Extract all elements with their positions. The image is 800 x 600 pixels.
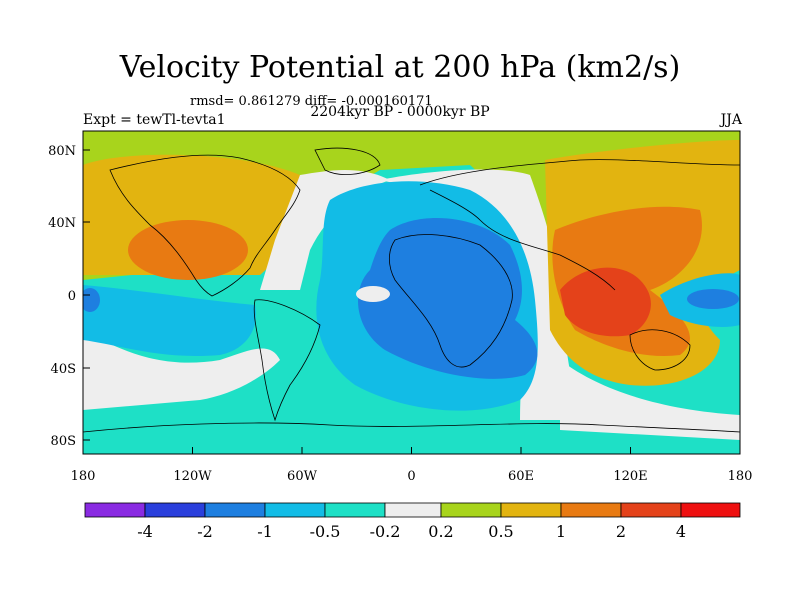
- colorbar-box: [620, 502, 682, 518]
- y-tick-label: 40S: [51, 362, 76, 377]
- x-axis: 180 120W 60W 0 60E 120E 180: [71, 447, 753, 484]
- colorbar-box: [384, 502, 442, 518]
- colorbar-label: -0.5: [310, 522, 341, 541]
- gray-atlantic-patch: [356, 286, 390, 302]
- coastline-antarctica: [83, 422, 740, 433]
- colorbar-label: 0.2: [428, 522, 453, 541]
- period-label: 2204kyr BP - 0000kyr BP: [310, 104, 490, 120]
- x-tick-label: 60E: [508, 469, 534, 484]
- gray-atlantic-band: [260, 170, 390, 290]
- colorbar-label: 2: [616, 522, 626, 541]
- contour-fields: [83, 131, 740, 454]
- y-tick-label: 80S: [51, 434, 76, 449]
- colorbar-label: -0.2: [370, 522, 401, 541]
- colorbar-box: [144, 502, 206, 518]
- season-label: JJA: [720, 112, 742, 128]
- colorbar-label: -4: [137, 522, 153, 541]
- y-axis: 80N 40N 0 40S 80S: [48, 144, 90, 449]
- colorbar-label: -2: [197, 522, 213, 541]
- x-tick-label: 0: [407, 469, 415, 484]
- colorbar-label: 0.5: [488, 522, 513, 541]
- colorbar-box: [324, 502, 386, 518]
- plot-title: Velocity Potential at 200 hPa (km2/s): [119, 50, 681, 85]
- colorbar-box: [680, 502, 741, 518]
- coastline-australia: [629, 329, 691, 371]
- experiment-label: Expt = tewTl-tevta1: [83, 112, 226, 128]
- colorbar-label: 1: [556, 522, 566, 541]
- blue-west-pacific-core: [83, 288, 100, 312]
- gray-south-indian-band: [560, 360, 740, 440]
- x-tick-label: 180: [728, 469, 753, 484]
- colorbar-box: [264, 502, 326, 518]
- colorbar-box: [440, 502, 502, 518]
- gray-southern-band: [83, 330, 280, 410]
- red-maritime-continent-core: [560, 267, 651, 337]
- coastline-north-america: [109, 154, 301, 297]
- light-blue-west-pacific-region: [83, 285, 256, 357]
- orange-east-pacific-core: [128, 220, 248, 280]
- colorbar-box: [560, 502, 622, 518]
- y-tick-label: 0: [68, 289, 76, 304]
- blue-africa-core: [358, 218, 538, 379]
- colorbar-box: [500, 502, 562, 518]
- colorbar: -4 -2 -1 -0.5 -0.2 0.2 0.5 1 2 4: [84, 502, 741, 541]
- x-tick-label: 60W: [287, 469, 318, 484]
- colorbar-box: [204, 502, 266, 518]
- coastline-africa: [388, 234, 513, 368]
- colorbar-label: -1: [257, 522, 273, 541]
- x-tick-label: 180: [71, 469, 96, 484]
- coastline-eurasia: [419, 159, 740, 291]
- rmsd-diff-stats: rmsd= 0.861279 diff= -0.000160171: [190, 94, 433, 109]
- y-tick-label: 40N: [48, 216, 76, 231]
- blue-east-pacific-core: [687, 289, 739, 309]
- colorbar-box: [84, 502, 146, 518]
- coastline-greenland: [314, 147, 381, 175]
- coastline-south-america: [253, 299, 321, 422]
- colorbar-label: 4: [676, 522, 686, 541]
- x-tick-label: 120E: [613, 469, 647, 484]
- y-tick-label: 80N: [48, 144, 76, 159]
- x-tick-label: 120W: [173, 469, 212, 484]
- coastlines: [83, 147, 740, 433]
